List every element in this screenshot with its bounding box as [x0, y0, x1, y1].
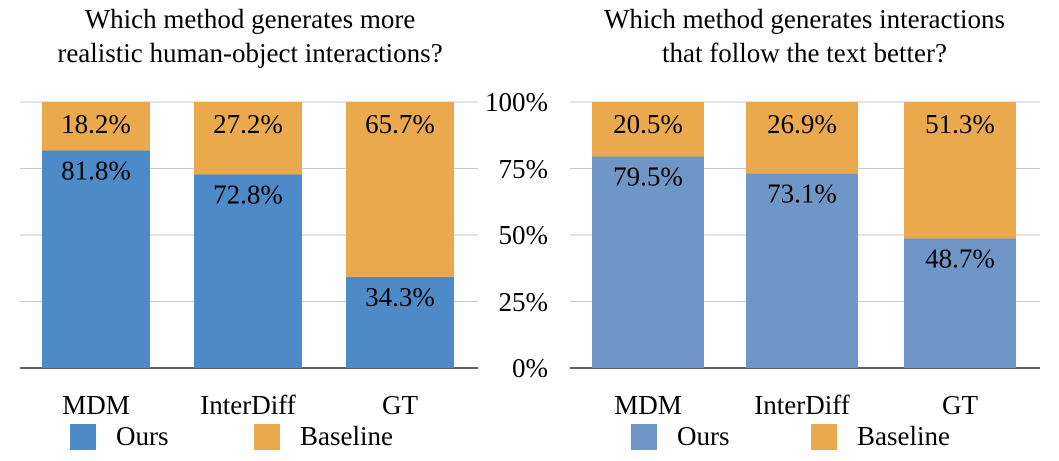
legend-swatch-ours-right: [631, 423, 657, 450]
legend-right: Ours Baseline: [550, 421, 1059, 455]
data-label-baseline-interdiff-left: 27.2%: [213, 109, 283, 139]
x-tick-label-interdiff-right: InterDiff: [754, 390, 849, 420]
chart-title-left: Which method generates more realistic hu…: [0, 2, 500, 70]
x-tick-label-gt-right: GT: [942, 390, 978, 420]
data-label-baseline-gt-right: 51.3%: [925, 109, 995, 139]
chart-title-right-line-2: that follow the text better?: [662, 38, 947, 68]
data-label-ours-interdiff-left: 72.8%: [213, 179, 283, 209]
bar-baseline-interdiff-left: [194, 102, 302, 175]
bar-ours-mdm-left: [42, 150, 150, 368]
y-tick-label-25: 25%: [498, 286, 549, 317]
y-tick-label-100: 100%: [485, 87, 548, 117]
bar-baseline-mdm-left: [42, 102, 150, 151]
y-tick-label-0: 0%: [512, 353, 548, 383]
legend-swatch-baseline-right: [811, 423, 837, 450]
bar-baseline-gt-right: [904, 102, 1016, 239]
y-tick-label-75: 75%: [498, 153, 549, 184]
bar-baseline-gt-left: [346, 102, 454, 277]
data-label-ours-gt-left: 34.3%: [365, 282, 435, 312]
bar-ours-gt-right: [904, 238, 1016, 368]
legend-label-ours-right: Ours: [677, 421, 730, 451]
data-label-ours-gt-right: 48.7%: [925, 243, 995, 273]
data-label-baseline-interdiff-right: 26.9%: [767, 109, 837, 139]
chart-title-left-line-1: Which method generates more: [84, 4, 416, 34]
bar-ours-mdm-right: [592, 156, 704, 368]
bar-baseline-interdiff-right: [746, 102, 858, 174]
legend-swatch-ours-left: [70, 423, 96, 450]
x-tick-label-mdm-left: MDM: [62, 390, 130, 420]
data-label-ours-interdiff-right: 73.1%: [767, 179, 837, 209]
legend-label-baseline-left: Baseline: [300, 421, 393, 451]
chart-title-right: Which method generates interactions that…: [550, 2, 1059, 70]
data-label-ours-mdm-left: 81.8%: [61, 155, 131, 185]
chart-left: 18.2% 81.8% MDM 27.2% 72.8% InterDiff 65.7% 34.…: [20, 101, 478, 420]
data-label-baseline-mdm-right: 20.5%: [613, 109, 683, 139]
legend-item-ours-right: Ours: [631, 421, 730, 452]
y-tick-label-50: 50%: [498, 220, 549, 250]
legend-swatch-baseline-left: [254, 423, 280, 450]
x-tick-label-interdiff-left: InterDiff: [200, 390, 295, 420]
data-label-baseline-gt-left: 65.7%: [365, 109, 435, 139]
data-label-baseline-mdm-left: 18.2%: [61, 109, 131, 139]
x-tick-label-gt-left: GT: [382, 390, 418, 420]
legend-left: Ours Baseline: [0, 421, 500, 455]
chart-title-left-line-2: realistic human-object interactions?: [57, 38, 443, 68]
legend-label-ours-left: Ours: [116, 421, 169, 451]
data-label-ours-mdm-right: 79.5%: [613, 162, 683, 192]
chart-title-right-line-1: Which method generates interactions: [603, 4, 1006, 34]
bar-ours-interdiff-right: [746, 173, 858, 368]
legend-item-baseline-right: Baseline: [811, 421, 950, 452]
shared-y-axis: 100% 75% 50% 25% 0%: [470, 0, 548, 461]
x-tick-label-mdm-right: MDM: [614, 390, 682, 420]
bar-baseline-mdm-right: [592, 102, 704, 157]
legend-label-baseline-right: Baseline: [857, 421, 950, 451]
legend-item-ours-left: Ours: [70, 421, 169, 452]
bar-ours-interdiff-left: [194, 174, 302, 368]
bar-ours-gt-left: [346, 276, 454, 368]
legend-item-baseline-left: Baseline: [254, 421, 393, 452]
